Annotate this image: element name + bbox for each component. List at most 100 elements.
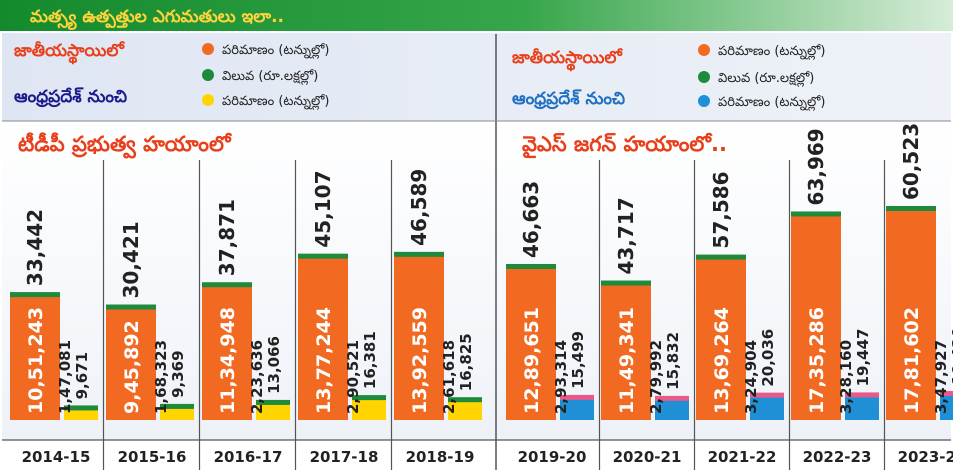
ap-value-label: 15,832 [664,332,682,390]
national-quantity-bar [886,210,936,420]
legend-left-quantity-text: పరిమాణం (టన్నుల్లో) [222,43,329,59]
national-quantity-label: 13,92,559 [409,307,431,414]
ap-quantity-label: 1,68,323 [152,340,170,414]
ap-quantity-bar [352,399,386,420]
national-quantity-label: 11,34,948 [217,307,239,414]
legend-right-ap-quantity-dot [698,95,710,107]
year-label: 2017-18 [310,448,379,466]
national-quantity-bar [106,308,156,420]
ap-value-label: 19,447 [854,329,872,387]
ap-quantity-label: 2,79,992 [647,340,665,414]
legend-left-value-dot [202,69,214,81]
ap-value-label: 13,066 [265,336,283,394]
ap-value-label: 16,381 [361,331,379,389]
national-quantity-label: 9,45,892 [121,320,143,414]
national-value-cap [202,282,252,288]
national-quantity-bar [202,286,252,420]
national-value-cap [886,206,936,211]
year-label: 2023-24 [898,448,953,466]
legend-right-quantity-dot [698,44,710,56]
national-value-label: 46,663 [519,181,543,258]
ap-value-cap [256,399,290,405]
ap-value-label: 9,671 [73,352,91,399]
legend-left-ap-quantity-dot [202,94,214,106]
ap-quantity-label: 2,23,636 [248,340,266,414]
ap-value-cap [160,403,194,409]
ap-quantity-bar [655,399,689,420]
legend-area [2,33,951,121]
year-label: 2022-23 [803,448,872,466]
legend-right-value-dot [698,71,710,83]
ap-quantity-label: 3,28,160 [837,340,855,414]
ap-quantity-bar [64,409,98,420]
ap-quantity-label: 3,47,927 [932,340,950,414]
national-quantity-label: 17,81,602 [901,307,923,414]
national-quantity-label: 10,51,243 [25,307,47,414]
year-dividers [2,160,951,470]
bars-layer: 10,51,243 33,442 1,47,081 9,671 9,45,892 30,4… [10,123,953,420]
banner-bar [0,0,953,31]
ap-value-cap [64,405,98,411]
national-quantity-bar [696,258,746,420]
section-title-ysj: వైఎస్ జగన్ హయాంలో.. [522,132,727,159]
ap-quantity-bar [256,403,290,420]
national-value-label: 33,442 [23,209,47,286]
national-value-label: 37,871 [215,199,239,276]
year-label: 2014-15 [22,448,91,466]
national-value-label: 45,107 [311,170,335,247]
ap-value-cap [655,395,689,401]
national-quantity-label: 13,77,244 [313,307,335,414]
year-label: 2019-20 [518,448,587,466]
national-value-label: 60,523 [899,123,923,200]
national-quantity-bar [506,267,556,420]
national-value-cap [106,304,156,310]
national-quantity-bar [10,296,60,420]
ap-quantity-label: 1,47,081 [56,340,74,414]
national-quantity-label: 13,69,264 [711,307,733,414]
national-quantity-bar [394,255,444,420]
ap-value-cap [448,397,482,403]
year-labels: 2014-15 2015-16 2016-17 2017-18 2018-19 2019-… [22,448,953,466]
year-label: 2021-22 [708,448,777,466]
national-value-cap [791,211,841,217]
legend-right-ap: ఆంధ్రప్రదేశ్ నుంచి [512,89,625,110]
national-value-label: 46,589 [407,169,431,246]
year-label: 2020-21 [613,448,682,466]
legend-right-value-text: విలువ (రూ.లక్షల్లో) [718,71,814,87]
ap-value-cap [352,395,386,401]
national-value-cap [10,292,60,298]
ap-value-label: 20,036 [759,329,777,387]
ap-quantity-label: 2,61,618 [440,340,458,414]
national-quantity-label: 17,35,286 [806,307,828,414]
legend-left-quantity-dot [202,43,214,55]
ap-value-label: 19,420 [949,327,953,385]
legend-left-value-text: విలువ (రూ.లక్షల్లో) [222,69,318,85]
national-quantity-label: 11,49,341 [616,307,638,414]
legend-left-ap-quantity-text: పరిమాణం (టన్నుల్లో) [222,94,329,110]
section-title-tdp: టీడీపీ ప్రభుత్వ హయాంలో [18,132,233,159]
national-quantity-label: 12,89,651 [521,307,543,414]
national-value-label: 57,586 [709,171,733,248]
year-label: 2018-19 [406,448,475,466]
ap-value-label: 9,369 [169,350,187,397]
ap-quantity-bar [750,396,784,420]
ap-value-cap [940,390,953,396]
national-value-cap [696,254,746,260]
ap-value-label: 15,499 [569,331,587,389]
ap-quantity-label: 2,93,314 [552,340,570,414]
national-value-cap [506,263,556,269]
ap-quantity-bar [560,398,594,420]
year-label: 2015-16 [118,448,187,466]
national-quantity-bar [791,215,841,420]
national-value-label: 63,969 [804,128,828,205]
ap-quantity-bar [845,396,879,420]
ap-quantity-bar [940,394,953,420]
ap-value-label: 16,825 [457,333,475,391]
ap-value-cap [845,392,879,398]
national-value-cap [394,251,444,257]
ap-quantity-bar [160,407,194,420]
banner-title: మత్స్య ఉత్పత్తుల ఎగుమతులు ఇలా.. [30,7,284,30]
national-value-label: 30,421 [119,221,143,298]
